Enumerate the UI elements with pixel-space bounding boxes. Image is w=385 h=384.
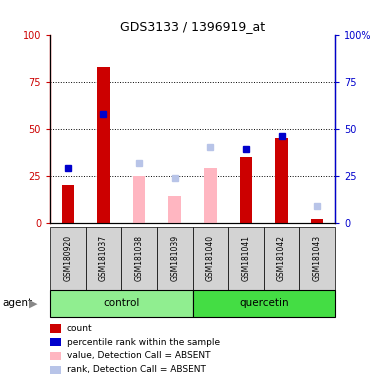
Text: GSM181042: GSM181042 — [277, 235, 286, 281]
Bar — [157, 227, 192, 290]
Bar — [133, 176, 145, 223]
Text: GSM181043: GSM181043 — [313, 235, 321, 281]
Text: value, Detection Call = ABSENT: value, Detection Call = ABSENT — [67, 351, 210, 361]
Bar — [62, 185, 74, 223]
Bar — [264, 227, 300, 290]
Text: GSM181041: GSM181041 — [241, 235, 250, 281]
Text: control: control — [103, 298, 139, 308]
Bar — [192, 290, 335, 317]
Text: ▶: ▶ — [29, 298, 37, 308]
Bar — [97, 66, 110, 223]
Bar — [192, 227, 228, 290]
Bar — [50, 290, 192, 317]
Bar — [275, 138, 288, 223]
Bar — [240, 157, 252, 223]
Bar — [169, 196, 181, 223]
Bar — [85, 227, 121, 290]
Bar — [50, 227, 85, 290]
Text: GSM181040: GSM181040 — [206, 235, 215, 281]
Text: count: count — [67, 324, 92, 333]
Text: agent: agent — [2, 298, 32, 308]
Text: percentile rank within the sample: percentile rank within the sample — [67, 338, 220, 347]
Text: GSM181039: GSM181039 — [170, 235, 179, 281]
Text: GSM181038: GSM181038 — [135, 235, 144, 281]
Text: GSM181037: GSM181037 — [99, 235, 108, 281]
Bar — [311, 219, 323, 223]
Bar — [300, 227, 335, 290]
Bar — [228, 227, 264, 290]
Bar — [121, 227, 157, 290]
Text: GSM180920: GSM180920 — [64, 235, 72, 281]
Text: quercetin: quercetin — [239, 298, 288, 308]
Bar — [204, 168, 216, 223]
Text: rank, Detection Call = ABSENT: rank, Detection Call = ABSENT — [67, 365, 206, 374]
Title: GDS3133 / 1396919_at: GDS3133 / 1396919_at — [120, 20, 265, 33]
